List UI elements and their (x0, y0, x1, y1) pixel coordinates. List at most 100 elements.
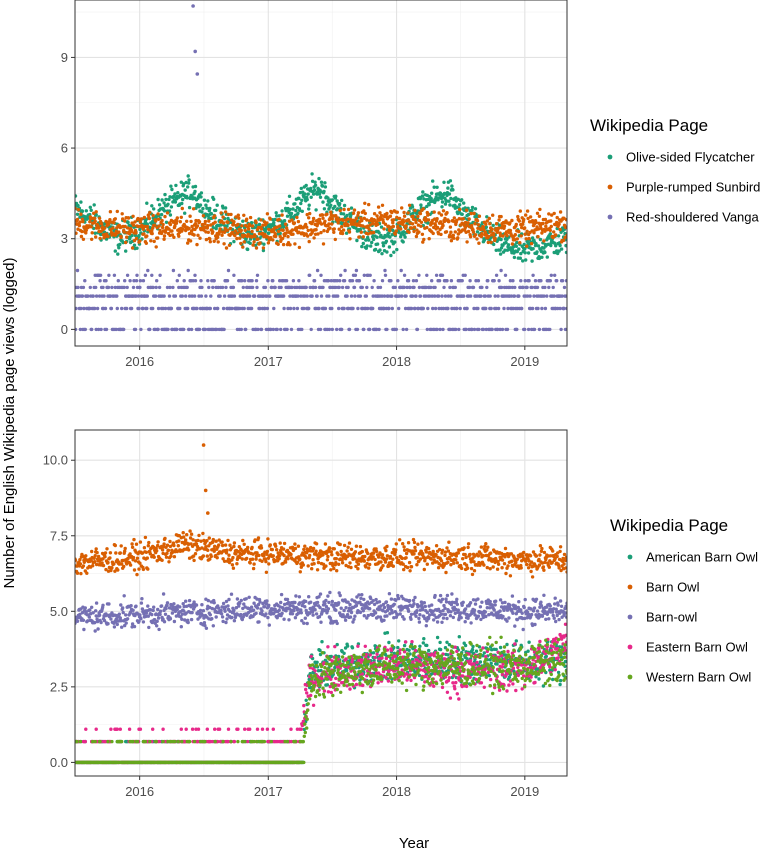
data-point (410, 222, 415, 226)
data-point (337, 306, 341, 311)
data-point (77, 223, 82, 228)
data-point (437, 211, 441, 215)
data-point (465, 306, 469, 311)
data-point (305, 294, 309, 298)
data-point (209, 211, 213, 216)
data-point (366, 235, 370, 240)
data-point (353, 557, 357, 561)
data-point (280, 236, 285, 241)
data-point (481, 225, 486, 229)
data-point (257, 553, 261, 558)
data-point (271, 554, 275, 558)
data-point (250, 557, 255, 561)
data-point (118, 551, 123, 555)
data-point (412, 225, 417, 229)
data-point (340, 225, 344, 229)
data-point (300, 209, 304, 213)
data-point (445, 640, 449, 644)
data-point (520, 306, 524, 311)
data-point (284, 279, 289, 283)
data-point (182, 279, 186, 283)
data-point (486, 545, 490, 549)
data-point (429, 285, 433, 290)
data-point (558, 243, 562, 248)
data-point (457, 327, 461, 332)
data-point (215, 203, 219, 207)
data-point (527, 640, 531, 644)
data-point (150, 273, 154, 277)
data-point (300, 327, 304, 332)
data-point (303, 192, 307, 196)
data-point (392, 250, 396, 254)
data-point (525, 229, 529, 233)
data-point (103, 555, 107, 559)
data-point (402, 210, 406, 215)
data-point (405, 565, 410, 570)
data-point (138, 239, 142, 243)
data-point (193, 552, 198, 556)
data-point (294, 208, 298, 213)
data-point (418, 644, 422, 648)
data-point (163, 214, 167, 219)
data-point (408, 285, 412, 290)
data-point (518, 209, 522, 213)
data-point (388, 235, 392, 239)
data-point (393, 232, 397, 236)
data-point (395, 556, 399, 560)
data-point (259, 546, 264, 550)
data-point (475, 294, 479, 298)
data-point (140, 551, 145, 555)
data-point (160, 225, 165, 230)
data-point (323, 542, 328, 546)
data-point (335, 642, 339, 647)
data-point (75, 212, 80, 216)
data-point (208, 306, 212, 311)
data-point (75, 558, 78, 562)
data-point (394, 229, 398, 233)
data-point (97, 294, 102, 298)
data-point (383, 222, 388, 226)
data-point (193, 189, 197, 194)
data-point (433, 285, 437, 290)
data-point (493, 236, 497, 241)
data-point (421, 240, 425, 244)
data-point (515, 237, 519, 241)
data-point (310, 567, 314, 571)
data-point (413, 549, 418, 553)
data-point (308, 553, 312, 558)
data-point (285, 201, 289, 205)
data-point (122, 285, 126, 290)
data-point (82, 560, 87, 564)
data-point (248, 223, 252, 228)
data-point (144, 241, 148, 245)
data-point (381, 564, 385, 568)
data-point (108, 218, 112, 222)
data-point (231, 285, 236, 290)
data-point (190, 294, 194, 298)
data-point (446, 294, 451, 298)
data-point (437, 306, 441, 311)
data-point (370, 285, 374, 290)
data-point (134, 542, 139, 546)
data-point (90, 327, 94, 332)
data-point (185, 285, 189, 290)
data-point (458, 306, 462, 311)
data-point (235, 231, 240, 235)
data-point (338, 202, 342, 206)
data-point (355, 327, 360, 332)
data-point (563, 659, 567, 664)
panel-border (74, 0, 568, 347)
data-point (187, 178, 191, 182)
data-point (471, 230, 476, 234)
data-point (275, 214, 279, 218)
data-point (121, 240, 125, 245)
data-point (358, 227, 363, 232)
data-point (478, 660, 483, 664)
data-point (104, 567, 108, 572)
data-point (291, 207, 295, 211)
data-point (278, 554, 282, 558)
data-point (304, 556, 308, 560)
data-point (342, 543, 347, 548)
data-point (215, 327, 219, 332)
